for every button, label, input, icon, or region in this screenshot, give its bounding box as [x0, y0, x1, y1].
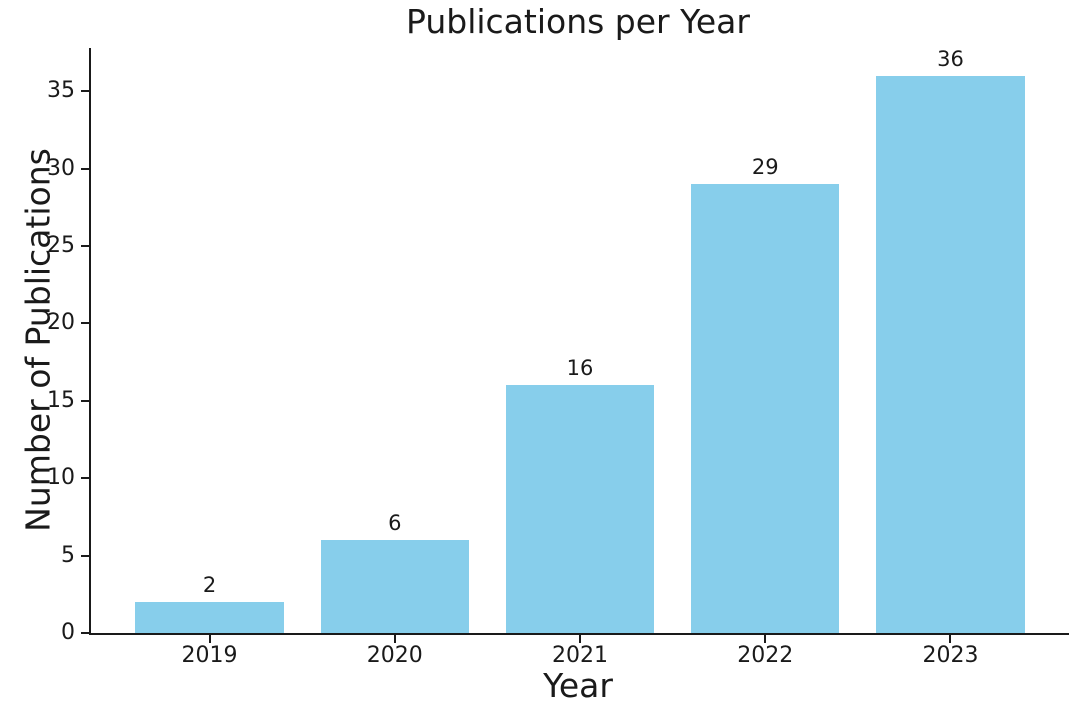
y-tick-label: 30 — [47, 155, 75, 181]
plot-area: 0 5 10 15 20 25 30 35 2 2019 6 2020 16 2021 29 2022 36 20… — [47, 46, 1069, 667]
bar-value-label: 2 — [202, 573, 217, 598]
bar-value-label: 16 — [566, 356, 594, 381]
bar — [320, 540, 469, 633]
bar — [691, 184, 840, 633]
x-tick-mark — [393, 635, 396, 643]
y-tick-mark — [81, 632, 89, 634]
chart-title: Publications per Year — [406, 2, 750, 41]
y-tick-mark — [81, 90, 89, 93]
x-tick-label: 2019 — [181, 643, 238, 668]
y-tick-label: 15 — [47, 387, 75, 413]
x-tick-label: 2021 — [552, 643, 608, 668]
x-tick-label: 2020 — [366, 643, 423, 668]
y-tick-mark — [81, 322, 89, 325]
bar-value-label: 29 — [751, 155, 779, 180]
x-tick-label: 2023 — [922, 643, 979, 668]
y-tick-mark — [81, 477, 89, 480]
y-tick-label: 5 — [61, 542, 75, 568]
x-tick-mark — [579, 635, 581, 643]
x-axis-label: Year — [543, 666, 613, 705]
y-tick-mark — [81, 167, 89, 170]
bar — [876, 75, 1025, 633]
y-tick-label: 35 — [47, 78, 75, 104]
y-tick-label: 25 — [47, 233, 75, 259]
x-tick-mark — [764, 635, 767, 643]
y-tick-label: 20 — [47, 310, 75, 336]
x-tick-mark — [208, 635, 211, 643]
y-tick-mark — [81, 399, 89, 402]
x-tick-mark — [949, 635, 952, 643]
bar-value-label: 36 — [937, 46, 964, 71]
y-tick-label: 10 — [47, 465, 75, 491]
y-tick-mark — [81, 554, 89, 557]
x-tick-label: 2022 — [737, 643, 794, 668]
bar — [505, 385, 655, 633]
bar — [135, 602, 284, 633]
y-tick-label: 0 — [61, 620, 75, 645]
y-tick-mark — [81, 245, 89, 248]
bar-value-label: 6 — [388, 511, 402, 536]
